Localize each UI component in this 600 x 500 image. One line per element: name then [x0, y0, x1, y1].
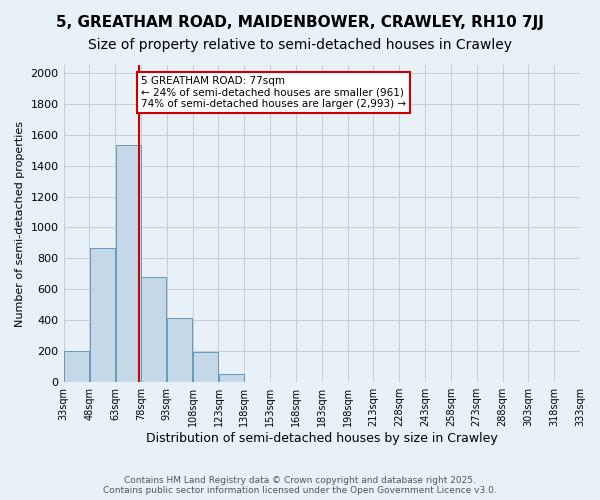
- Bar: [219, 374, 244, 382]
- Text: 5, GREATHAM ROAD, MAIDENBOWER, CRAWLEY, RH10 7JJ: 5, GREATHAM ROAD, MAIDENBOWER, CRAWLEY, …: [56, 15, 544, 30]
- Bar: [90, 248, 115, 382]
- Y-axis label: Number of semi-detached properties: Number of semi-detached properties: [15, 120, 25, 326]
- Bar: [167, 318, 192, 382]
- Text: Size of property relative to semi-detached houses in Crawley: Size of property relative to semi-detach…: [88, 38, 512, 52]
- Text: 5 GREATHAM ROAD: 77sqm
← 24% of semi-detached houses are smaller (961)
74% of se: 5 GREATHAM ROAD: 77sqm ← 24% of semi-det…: [141, 76, 406, 109]
- Bar: [193, 352, 218, 382]
- X-axis label: Distribution of semi-detached houses by size in Crawley: Distribution of semi-detached houses by …: [146, 432, 497, 445]
- Bar: [142, 277, 166, 382]
- Bar: [116, 146, 140, 382]
- Bar: [64, 352, 89, 382]
- Text: Contains HM Land Registry data © Crown copyright and database right 2025.
Contai: Contains HM Land Registry data © Crown c…: [103, 476, 497, 495]
